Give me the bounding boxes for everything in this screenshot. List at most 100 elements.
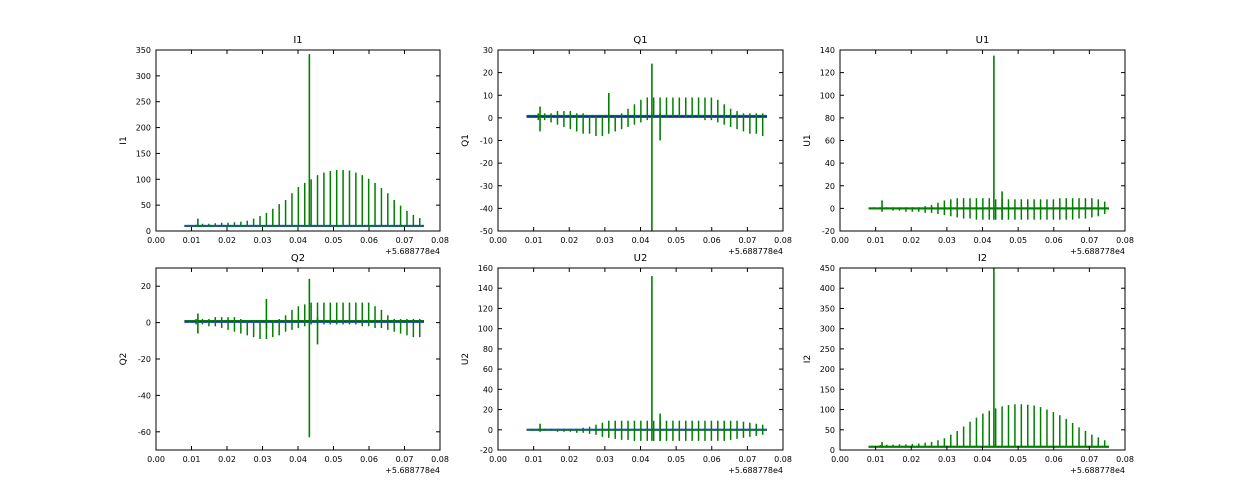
x-tick-label: 0.02 xyxy=(218,455,236,464)
x-tick-label: 0.03 xyxy=(596,455,614,464)
subplot-i1: 0.00 0.01 0.02 0.03 0.04 0.05 0.06 0.07 0.08 0 50 1… xyxy=(119,35,449,256)
y-tick-label: -50 xyxy=(480,227,493,236)
subplot-u1: 0.00 0.01 0.02 0.03 0.04 0.05 0.06 0.07 0.08 -20 0… xyxy=(803,35,1134,256)
y-tick-label: 60 xyxy=(483,365,493,374)
y-tick-label: 20 xyxy=(825,182,835,191)
y-tick-label: 350 xyxy=(820,304,835,313)
x-tick-label: 0.02 xyxy=(902,455,920,464)
x-tick-label: 0.05 xyxy=(1009,236,1027,245)
x-tick-label: 0.01 xyxy=(183,455,201,464)
x-tick-label: 0.03 xyxy=(938,455,956,464)
x-tick-label: 0.05 xyxy=(325,236,343,245)
x-tick-label: 0.01 xyxy=(867,236,885,245)
y-tick-label: 60 xyxy=(825,137,835,146)
subplot-u2: 0.00 0.01 0.02 0.03 0.04 0.05 0.06 0.07 0.08 -20 0… xyxy=(461,253,792,475)
x-tick-label: 0.07 xyxy=(396,455,414,464)
y-tick-label: 30 xyxy=(483,46,493,55)
x-tick-label: 0.08 xyxy=(1116,455,1134,464)
x-tick-label: 0.05 xyxy=(667,236,685,245)
plot-area xyxy=(156,268,440,450)
x-tick-label: 0.00 xyxy=(489,236,507,245)
y-tick-label: 140 xyxy=(820,46,835,55)
subplot-q2: 0.00 0.01 0.02 0.03 0.04 0.05 0.06 0.07 0.08 -60 -… xyxy=(119,253,449,475)
y-tick-label: 100 xyxy=(820,406,835,415)
x-tick-label: 0.03 xyxy=(254,455,272,464)
subplot-title: Q1 xyxy=(633,35,647,46)
subplot-title: I2 xyxy=(978,253,987,264)
series-1 xyxy=(184,54,425,227)
y-tick-label: -30 xyxy=(480,182,493,191)
y-tick-label: -20 xyxy=(138,355,151,364)
y-tick-label: 0 xyxy=(488,426,493,435)
x-tick-label: 0.04 xyxy=(289,455,307,464)
series-group xyxy=(868,268,1109,448)
x-tick-label: 0.00 xyxy=(831,455,849,464)
x-tick-label: 0.07 xyxy=(1080,236,1098,245)
y-tick-label: 250 xyxy=(820,345,835,354)
x-offset-label: +5.688778e4 xyxy=(1070,247,1125,256)
x-tick-label: 0.01 xyxy=(183,236,201,245)
series-1 xyxy=(868,268,1109,448)
y-axis-label: U2 xyxy=(461,353,471,365)
plot-area xyxy=(498,50,783,231)
subplot-title: U2 xyxy=(634,253,648,264)
x-tick-label: 0.03 xyxy=(596,236,614,245)
x-tick-label: 0.08 xyxy=(774,455,792,464)
y-tick-label: 0 xyxy=(830,446,835,455)
subplot-title: Q2 xyxy=(291,253,305,264)
y-axis-label: Q2 xyxy=(119,353,129,366)
x-tick-label: 0.07 xyxy=(738,455,756,464)
x-tick-label: 0.01 xyxy=(525,236,543,245)
y-tick-label: 0 xyxy=(488,114,493,123)
x-tick-label: 0.08 xyxy=(1116,236,1134,245)
x-tick-label: 0.00 xyxy=(489,455,507,464)
x-offset-label: +5.688778e4 xyxy=(385,247,440,256)
y-tick-label: 140 xyxy=(478,284,493,293)
x-tick-label: 0.06 xyxy=(703,455,721,464)
x-tick-label: 0.04 xyxy=(289,236,307,245)
y-tick-label: 250 xyxy=(136,98,151,107)
y-axis-label: U1 xyxy=(803,134,813,146)
series-group xyxy=(184,54,425,227)
y-axis-label: I2 xyxy=(803,355,813,363)
y-tick-label: 100 xyxy=(478,325,493,334)
x-tick-label: 0.01 xyxy=(525,455,543,464)
y-tick-label: 80 xyxy=(825,114,835,123)
y-tick-label: 0 xyxy=(146,319,151,328)
x-tick-label: 0.07 xyxy=(738,236,756,245)
y-tick-label: 150 xyxy=(820,385,835,394)
x-tick-label: 0.03 xyxy=(254,236,272,245)
x-tick-label: 0.04 xyxy=(632,455,650,464)
x-tick-label: 0.07 xyxy=(396,236,414,245)
x-offset-label: +5.688778e4 xyxy=(728,466,783,475)
y-tick-label: -60 xyxy=(138,428,151,437)
x-tick-label: 0.00 xyxy=(831,236,849,245)
plot-area xyxy=(498,268,783,450)
x-tick-label: 0.04 xyxy=(632,236,650,245)
y-tick-label: -20 xyxy=(822,227,835,236)
series-1 xyxy=(526,276,767,441)
y-tick-label: 80 xyxy=(483,345,493,354)
y-tick-label: -40 xyxy=(480,204,493,213)
y-tick-label: 10 xyxy=(483,91,493,100)
x-offset-label: +5.688778e4 xyxy=(385,466,440,475)
y-tick-label: 300 xyxy=(136,72,151,81)
x-offset-label: +5.688778e4 xyxy=(728,247,783,256)
series-group xyxy=(526,63,767,231)
x-tick-label: 0.02 xyxy=(560,236,578,245)
x-tick-label: 0.06 xyxy=(1045,236,1063,245)
x-tick-label: 0.06 xyxy=(703,236,721,245)
series-1 xyxy=(526,63,767,231)
x-tick-label: 0.07 xyxy=(1080,455,1098,464)
y-tick-label: 450 xyxy=(820,264,835,273)
y-tick-label: 50 xyxy=(141,201,151,210)
series-1 xyxy=(868,55,1109,220)
y-tick-label: 40 xyxy=(825,159,835,168)
y-tick-label: 20 xyxy=(483,406,493,415)
y-axis-label: I1 xyxy=(119,136,129,144)
subplot-i2: 0.00 0.01 0.02 0.03 0.04 0.05 0.06 0.07 0.08 0 50 1… xyxy=(803,253,1134,475)
y-tick-label: 0 xyxy=(830,204,835,213)
x-tick-label: 0.08 xyxy=(431,236,449,245)
y-tick-label: 120 xyxy=(820,69,835,78)
y-tick-label: 20 xyxy=(141,282,151,291)
